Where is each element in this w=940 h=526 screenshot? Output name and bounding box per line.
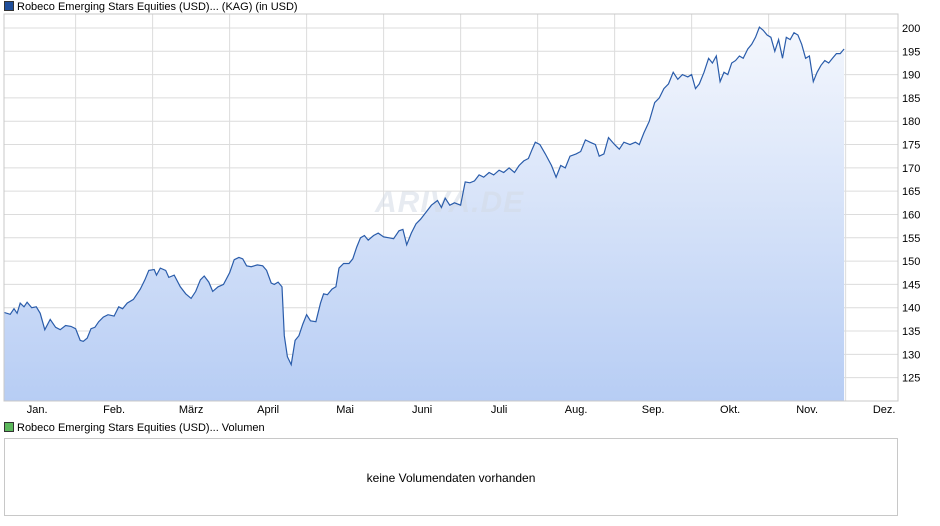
y-tick-label: 180 <box>902 116 920 128</box>
x-tick-label: April <box>257 404 279 416</box>
price-series-label: Robeco Emerging Stars Equities (USD)... … <box>17 1 298 13</box>
x-tick-label: Mai <box>336 404 354 416</box>
y-tick-label: 195 <box>902 46 920 58</box>
volume-panel: keine Volumendaten vorhanden <box>4 438 898 516</box>
price-line <box>4 26 845 367</box>
y-tick-label: 150 <box>902 256 920 268</box>
x-tick-label: Jan. <box>27 404 48 416</box>
y-tick-label: 170 <box>902 163 920 175</box>
watermark: ARIVA.DE <box>374 186 524 219</box>
y-tick-label: 200 <box>902 23 920 35</box>
y-tick-label: 135 <box>902 326 920 338</box>
x-tick-label: Juli <box>491 404 508 416</box>
plot-frame <box>3 13 899 402</box>
y-tick-label: 155 <box>902 233 920 245</box>
x-tick-label: Sep. <box>642 404 665 416</box>
price-chart: ARIVA.DE 1251301351401451501551601651701… <box>3 13 920 416</box>
x-tick-label: Feb. <box>103 404 125 416</box>
y-tick-label: 125 <box>902 373 920 385</box>
legend-price: Robeco Emerging Stars Equities (USD)... … <box>4 0 298 14</box>
legend-volume: Robeco Emerging Stars Equities (USD)... … <box>4 421 265 435</box>
x-tick-label: Dez. <box>873 404 896 416</box>
y-tick-label: 145 <box>902 279 920 291</box>
price-area <box>4 27 845 401</box>
y-tick-label: 140 <box>902 303 920 315</box>
y-tick-label: 160 <box>902 209 920 221</box>
x-tick-label: März <box>179 404 203 416</box>
y-tick-label: 190 <box>902 70 920 82</box>
y-tick-label: 175 <box>902 140 920 152</box>
y-tick-label: 165 <box>902 186 920 198</box>
y-tick-label: 185 <box>902 93 920 105</box>
x-tick-label: Juni <box>412 404 432 416</box>
x-axis: Jan. Feb. März April Mai Juni Juli Aug. Sep. Okt.… <box>27 404 896 416</box>
volume-series-label: Robeco Emerging Stars Equities (USD)... … <box>17 422 265 434</box>
y-axis: 125 130 135 140 145 150 155 160 165 170 175 180 185 1… <box>902 23 920 385</box>
no-volume-message: keine Volumendaten vorhanden <box>366 471 536 485</box>
x-tick-label: Okt. <box>720 404 740 416</box>
x-tick-label: Aug. <box>565 404 588 416</box>
price-series-swatch <box>4 1 14 11</box>
y-tick-label: 130 <box>902 349 920 361</box>
volume-series-swatch <box>4 422 14 432</box>
x-tick-label: Nov. <box>796 404 818 416</box>
